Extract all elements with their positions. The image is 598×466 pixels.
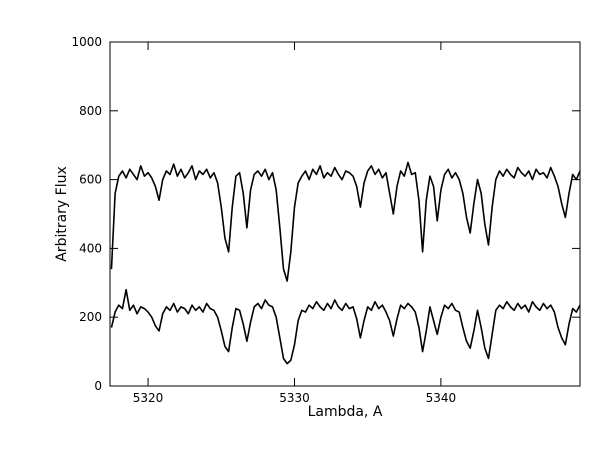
x-tick-label: 5330	[279, 391, 310, 405]
spectrum-line	[110, 161, 581, 282]
y-tick-label: 0	[94, 379, 102, 393]
x-tick-label: 5340	[426, 391, 457, 405]
y-tick-label: 600	[79, 173, 102, 187]
y-tick-label: 800	[79, 104, 102, 118]
x-axis-label: Lambda, A	[308, 404, 383, 420]
y-tick-label: 1000	[71, 35, 102, 49]
y-tick-label: 200	[79, 310, 102, 324]
y-axis-label: Arbitrary Flux	[54, 166, 70, 262]
spectrum-line	[110, 288, 581, 365]
y-tick-label: 400	[79, 241, 102, 255]
plot-frame	[109, 41, 581, 387]
x-tick-label: 5320	[133, 391, 164, 405]
